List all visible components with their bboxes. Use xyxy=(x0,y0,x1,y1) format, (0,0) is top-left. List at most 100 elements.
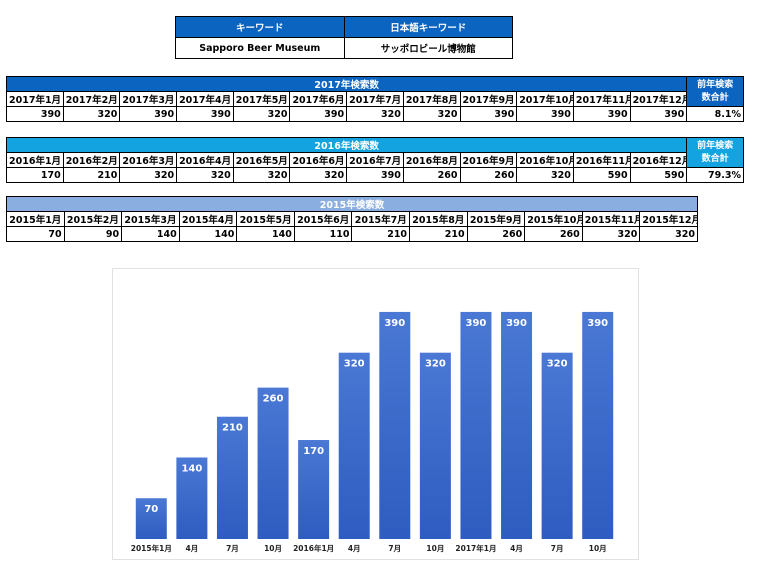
month-header: 2016年10月 xyxy=(516,152,574,168)
table-title: 2017年検索数 xyxy=(5,76,688,92)
bar-10 xyxy=(541,352,573,539)
data-label-11: 390 xyxy=(587,318,608,329)
month-header: 2017年1月 xyxy=(6,91,64,107)
month-value: 390 xyxy=(459,106,518,122)
month-value: 320 xyxy=(346,106,404,122)
data-label-10: 320 xyxy=(547,359,568,370)
month-header: 2016年5月 xyxy=(232,152,291,168)
x-tick-label-4: 2016年1月 xyxy=(293,543,334,553)
month-value: 390 xyxy=(6,106,64,122)
bar-0 xyxy=(135,498,167,539)
month-header: 2017年7月 xyxy=(346,91,404,107)
month-value: 390 xyxy=(629,106,688,122)
side-header-line2: 数合計 xyxy=(701,92,729,103)
month-value: 170 xyxy=(6,167,64,183)
month-header: 2017年4月 xyxy=(176,91,234,107)
month-header: 2015年1月 xyxy=(6,211,65,227)
data-label-6: 390 xyxy=(384,318,405,329)
side-header-line2: 数合計 xyxy=(701,153,729,164)
x-tick-label-5: 4月 xyxy=(348,544,361,553)
x-tick-label-8: 2017年1月 xyxy=(455,543,496,553)
keyword-value: Sapporo Beer Museum xyxy=(175,37,345,59)
bar-5 xyxy=(338,352,370,539)
month-header: 2015年11月 xyxy=(581,211,641,227)
chart-frame: 70 2015年1月 140 4月 210 7月 260 10月 170 2016年1月 320 4月… xyxy=(112,268,639,560)
bar-3 xyxy=(257,387,289,539)
bar-11 xyxy=(582,311,614,539)
month-value: 90 xyxy=(63,226,123,242)
month-header: 2017年3月 xyxy=(119,91,178,107)
bar-4 xyxy=(298,440,330,539)
month-header: 2017年5月 xyxy=(232,91,291,107)
month-value: 390 xyxy=(346,167,404,183)
month-value: 390 xyxy=(176,106,234,122)
month-value: 260 xyxy=(524,226,583,242)
month-header: 2016年3月 xyxy=(119,152,178,168)
month-header: 2016年1月 xyxy=(6,152,64,168)
month-header: 2015年5月 xyxy=(236,211,295,227)
bar-1 xyxy=(176,457,208,539)
month-value: 320 xyxy=(232,106,291,122)
jp-keyword-header: 日本語キーワード xyxy=(343,16,513,38)
data-label-4: 170 xyxy=(303,446,324,457)
keyword-table: キーワード 日本語キーワード Sapporo Beer Museum サッポロビ… xyxy=(175,16,513,59)
bar-2 xyxy=(216,416,248,539)
month-value: 590 xyxy=(629,167,688,183)
month-header: 2015年9月 xyxy=(466,211,526,227)
month-value: 320 xyxy=(581,226,641,242)
search-table-2015: 2015年検索数 2015年1月 2015年2月 2015年3月 2015年4月 2015… xyxy=(6,196,698,242)
month-header: 2015年12月 xyxy=(639,211,698,227)
table-title: 2016年検索数 xyxy=(5,137,688,153)
month-value: 260 xyxy=(402,167,461,183)
month-header: 2017年6月 xyxy=(289,91,348,107)
month-header: 2016年4月 xyxy=(176,152,234,168)
month-header: 2017年10月 xyxy=(516,91,574,107)
bar-7 xyxy=(419,352,451,539)
month-value: 390 xyxy=(119,106,178,122)
month-value: 320 xyxy=(402,106,461,122)
month-value: 390 xyxy=(572,106,631,122)
month-value: 390 xyxy=(516,106,574,122)
month-value: 320 xyxy=(62,106,121,122)
x-tick-label-10: 7月 xyxy=(551,544,564,553)
x-tick-label-6: 7月 xyxy=(388,544,401,553)
month-value: 140 xyxy=(178,226,238,242)
prev-year-total-header: 前年検索 数合計 xyxy=(686,137,744,168)
x-tick-label-0: 2015年1月 xyxy=(131,543,172,553)
month-header: 2017年11月 xyxy=(572,91,631,107)
month-value: 110 xyxy=(293,226,353,242)
data-label-8: 390 xyxy=(466,318,487,329)
search-table-2017: 2017年検索数 前年検索 数合計 2017年1月 2017年2月 2017年3月 2017… xyxy=(5,76,744,122)
month-header: 2016年12月 xyxy=(629,152,688,168)
search-table-2016: 2016年検索数 前年検索 数合計 2016年1月 2016年2月 2016年3月 2016… xyxy=(5,137,744,183)
data-label-7: 320 xyxy=(425,359,446,370)
prev-year-total-header: 前年検索 数合計 xyxy=(686,76,744,107)
bar-9 xyxy=(501,311,533,539)
month-header: 2016年11月 xyxy=(572,152,631,168)
month-value: 260 xyxy=(459,167,518,183)
month-value: 320 xyxy=(232,167,291,183)
month-header: 2016年2月 xyxy=(62,152,121,168)
month-value: 320 xyxy=(289,167,348,183)
month-header: 2016年9月 xyxy=(459,152,518,168)
x-tick-label-3: 10月 xyxy=(264,544,282,553)
month-header: 2016年6月 xyxy=(289,152,348,168)
month-value: 320 xyxy=(176,167,234,183)
x-tick-label-2: 7月 xyxy=(226,544,239,553)
jp-keyword-value: サッポロビール博物館 xyxy=(343,37,513,59)
bar-6 xyxy=(379,311,411,539)
month-value: 210 xyxy=(409,226,468,242)
month-header: 2017年12月 xyxy=(629,91,688,107)
x-tick-label-7: 10月 xyxy=(426,544,444,553)
month-header: 2015年4月 xyxy=(178,211,238,227)
prev-year-total-value: 8.1% xyxy=(686,106,744,122)
x-tick-label-11: 10月 xyxy=(589,544,607,553)
bar-8 xyxy=(460,311,492,539)
prev-year-total-value: 79.3% xyxy=(686,167,744,183)
month-header: 2015年8月 xyxy=(409,211,468,227)
month-value: 140 xyxy=(121,226,180,242)
data-label-1: 140 xyxy=(181,463,202,474)
month-value: 70 xyxy=(6,226,65,242)
month-header: 2015年7月 xyxy=(351,211,411,227)
month-header: 2017年2月 xyxy=(62,91,121,107)
